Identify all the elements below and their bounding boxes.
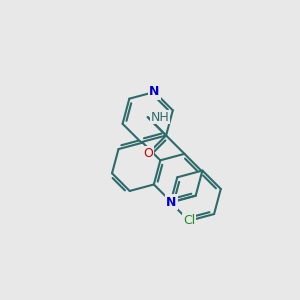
Text: N: N <box>149 85 160 98</box>
Text: N: N <box>166 196 177 208</box>
Text: Cl: Cl <box>183 214 195 227</box>
Text: O: O <box>143 147 153 161</box>
Text: NH: NH <box>151 111 169 124</box>
